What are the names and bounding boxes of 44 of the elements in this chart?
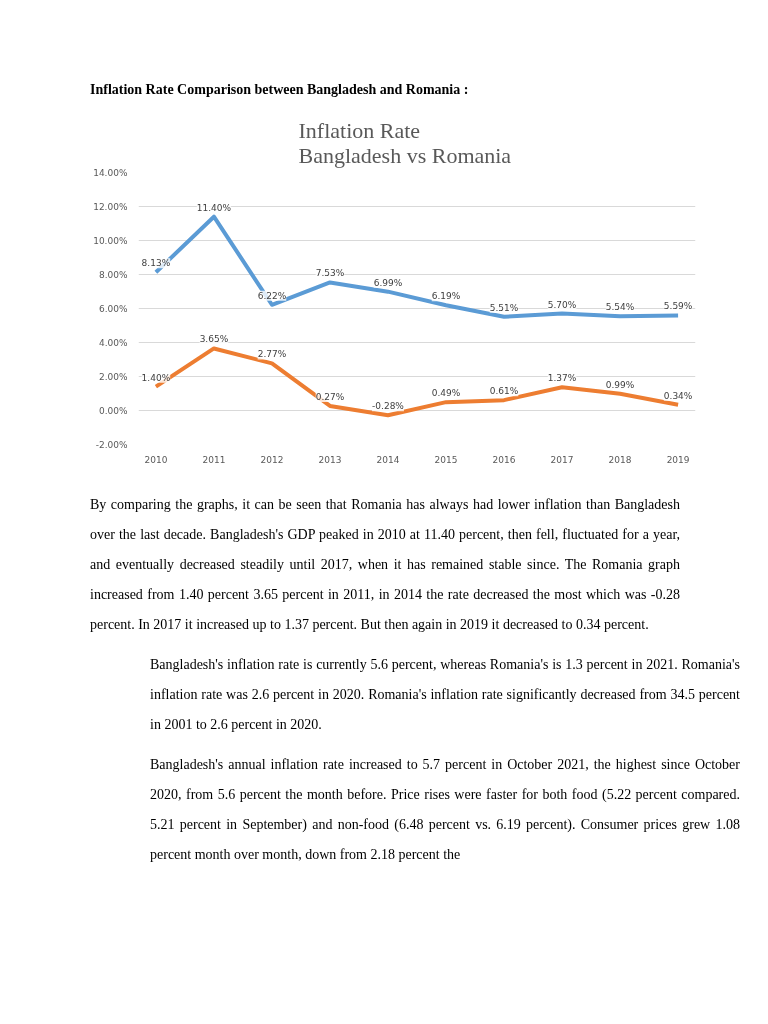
y-tick-label: 14.00% (93, 167, 128, 178)
x-tick-label: 2013 (318, 454, 342, 465)
data-label: 1.37% (547, 373, 577, 384)
x-tick-label: 2014 (376, 454, 400, 465)
x-tick-label: 2018 (608, 454, 632, 465)
data-label: 7.53% (315, 268, 345, 279)
data-label: 0.61% (489, 386, 519, 397)
text: By comparing the graphs, it can be seen that Romania has always had lower inflation than Bangladesh over the last decade. Bangladesh's GDP peaked in 2010 at 11.40 percent, then fell, fluctuated for a year, and eventually decreased steadily until 2017, when it has remained stable since. The Romania graph increased from 1.40 percent 3.65 percent in 2011, in 2014 the rate decreased the most which was -0.28 percent. In 2017 it increased up to 1.37 percent. But then again in 2019 it decreased to 0.34 percent. (90, 496, 680, 634)
y-tick-label: 0.00% (98, 405, 128, 416)
data-label: 5.70% (547, 299, 577, 310)
data-label: 5.59% (663, 301, 693, 312)
y-tick-label: 4.00% (98, 337, 128, 348)
data-label: 6.19% (431, 291, 461, 302)
x-tick-label: 2010 (144, 454, 168, 465)
data-label: 2.77% (257, 349, 287, 360)
data-label: 8.13% (141, 258, 171, 269)
data-label: 5.54% (605, 302, 635, 313)
y-tick-label: 12.00% (93, 201, 128, 212)
x-tick-label: 2011 (202, 454, 226, 465)
text: Bangladesh's annual inflation rate increased to 5.7 percent in October 2021, the highest since October 2020, from 5.6 percent the month before. Price rises were faster for both food (5.22 percent compared. 5.21 percent in September) and non-food (6.48 percent vs. 6.19 percent). Consumer prices grew 1.08 percent month over month, down from 2.18 percent the (150, 756, 740, 864)
x-tick-label: 2016 (492, 454, 516, 465)
y-tick-label: 2.00% (98, 371, 128, 382)
y-tick-label: 10.00% (93, 235, 128, 246)
data-label: 1.40% (141, 372, 171, 383)
chart-title: Inflation Rate Bangladesh vs Romania (298, 117, 512, 168)
data-label: 6.22% (257, 290, 287, 301)
data-label: 0.27% (315, 391, 345, 402)
text: Inflation Rate Comparison between Bangladesh and Romania : (90, 81, 469, 99)
y-tick-label: -2.00% (95, 439, 128, 450)
data-label: -0.28% (372, 401, 405, 412)
y-tick-label: 8.00% (98, 269, 128, 280)
text: Bangladesh's inflation rate is currently 5.6 percent, whereas Romania's is 1.3 percent in 2021. Romania's inflation rate was 2.6 percent in 2020. Romania's inflation rate significantly decreased from 34.5 percent in 2001 to 2.6 percent in 2020. (150, 656, 740, 734)
data-label: 5.51% (489, 302, 519, 313)
x-tick-label: 2012 (260, 454, 284, 465)
x-tick-label: 2019 (666, 454, 690, 465)
data-label: 6.99% (373, 277, 403, 288)
data-label: 0.99% (605, 379, 635, 390)
y-tick-label: 6.00% (98, 303, 128, 314)
data-label: 3.65% (199, 334, 229, 345)
x-tick-label: 2015 (434, 454, 458, 465)
data-label: 0.49% (431, 388, 461, 399)
data-label: 0.34% (663, 390, 693, 401)
x-tick-label: 2017 (550, 454, 574, 465)
data-label: 11.40% (196, 202, 232, 213)
